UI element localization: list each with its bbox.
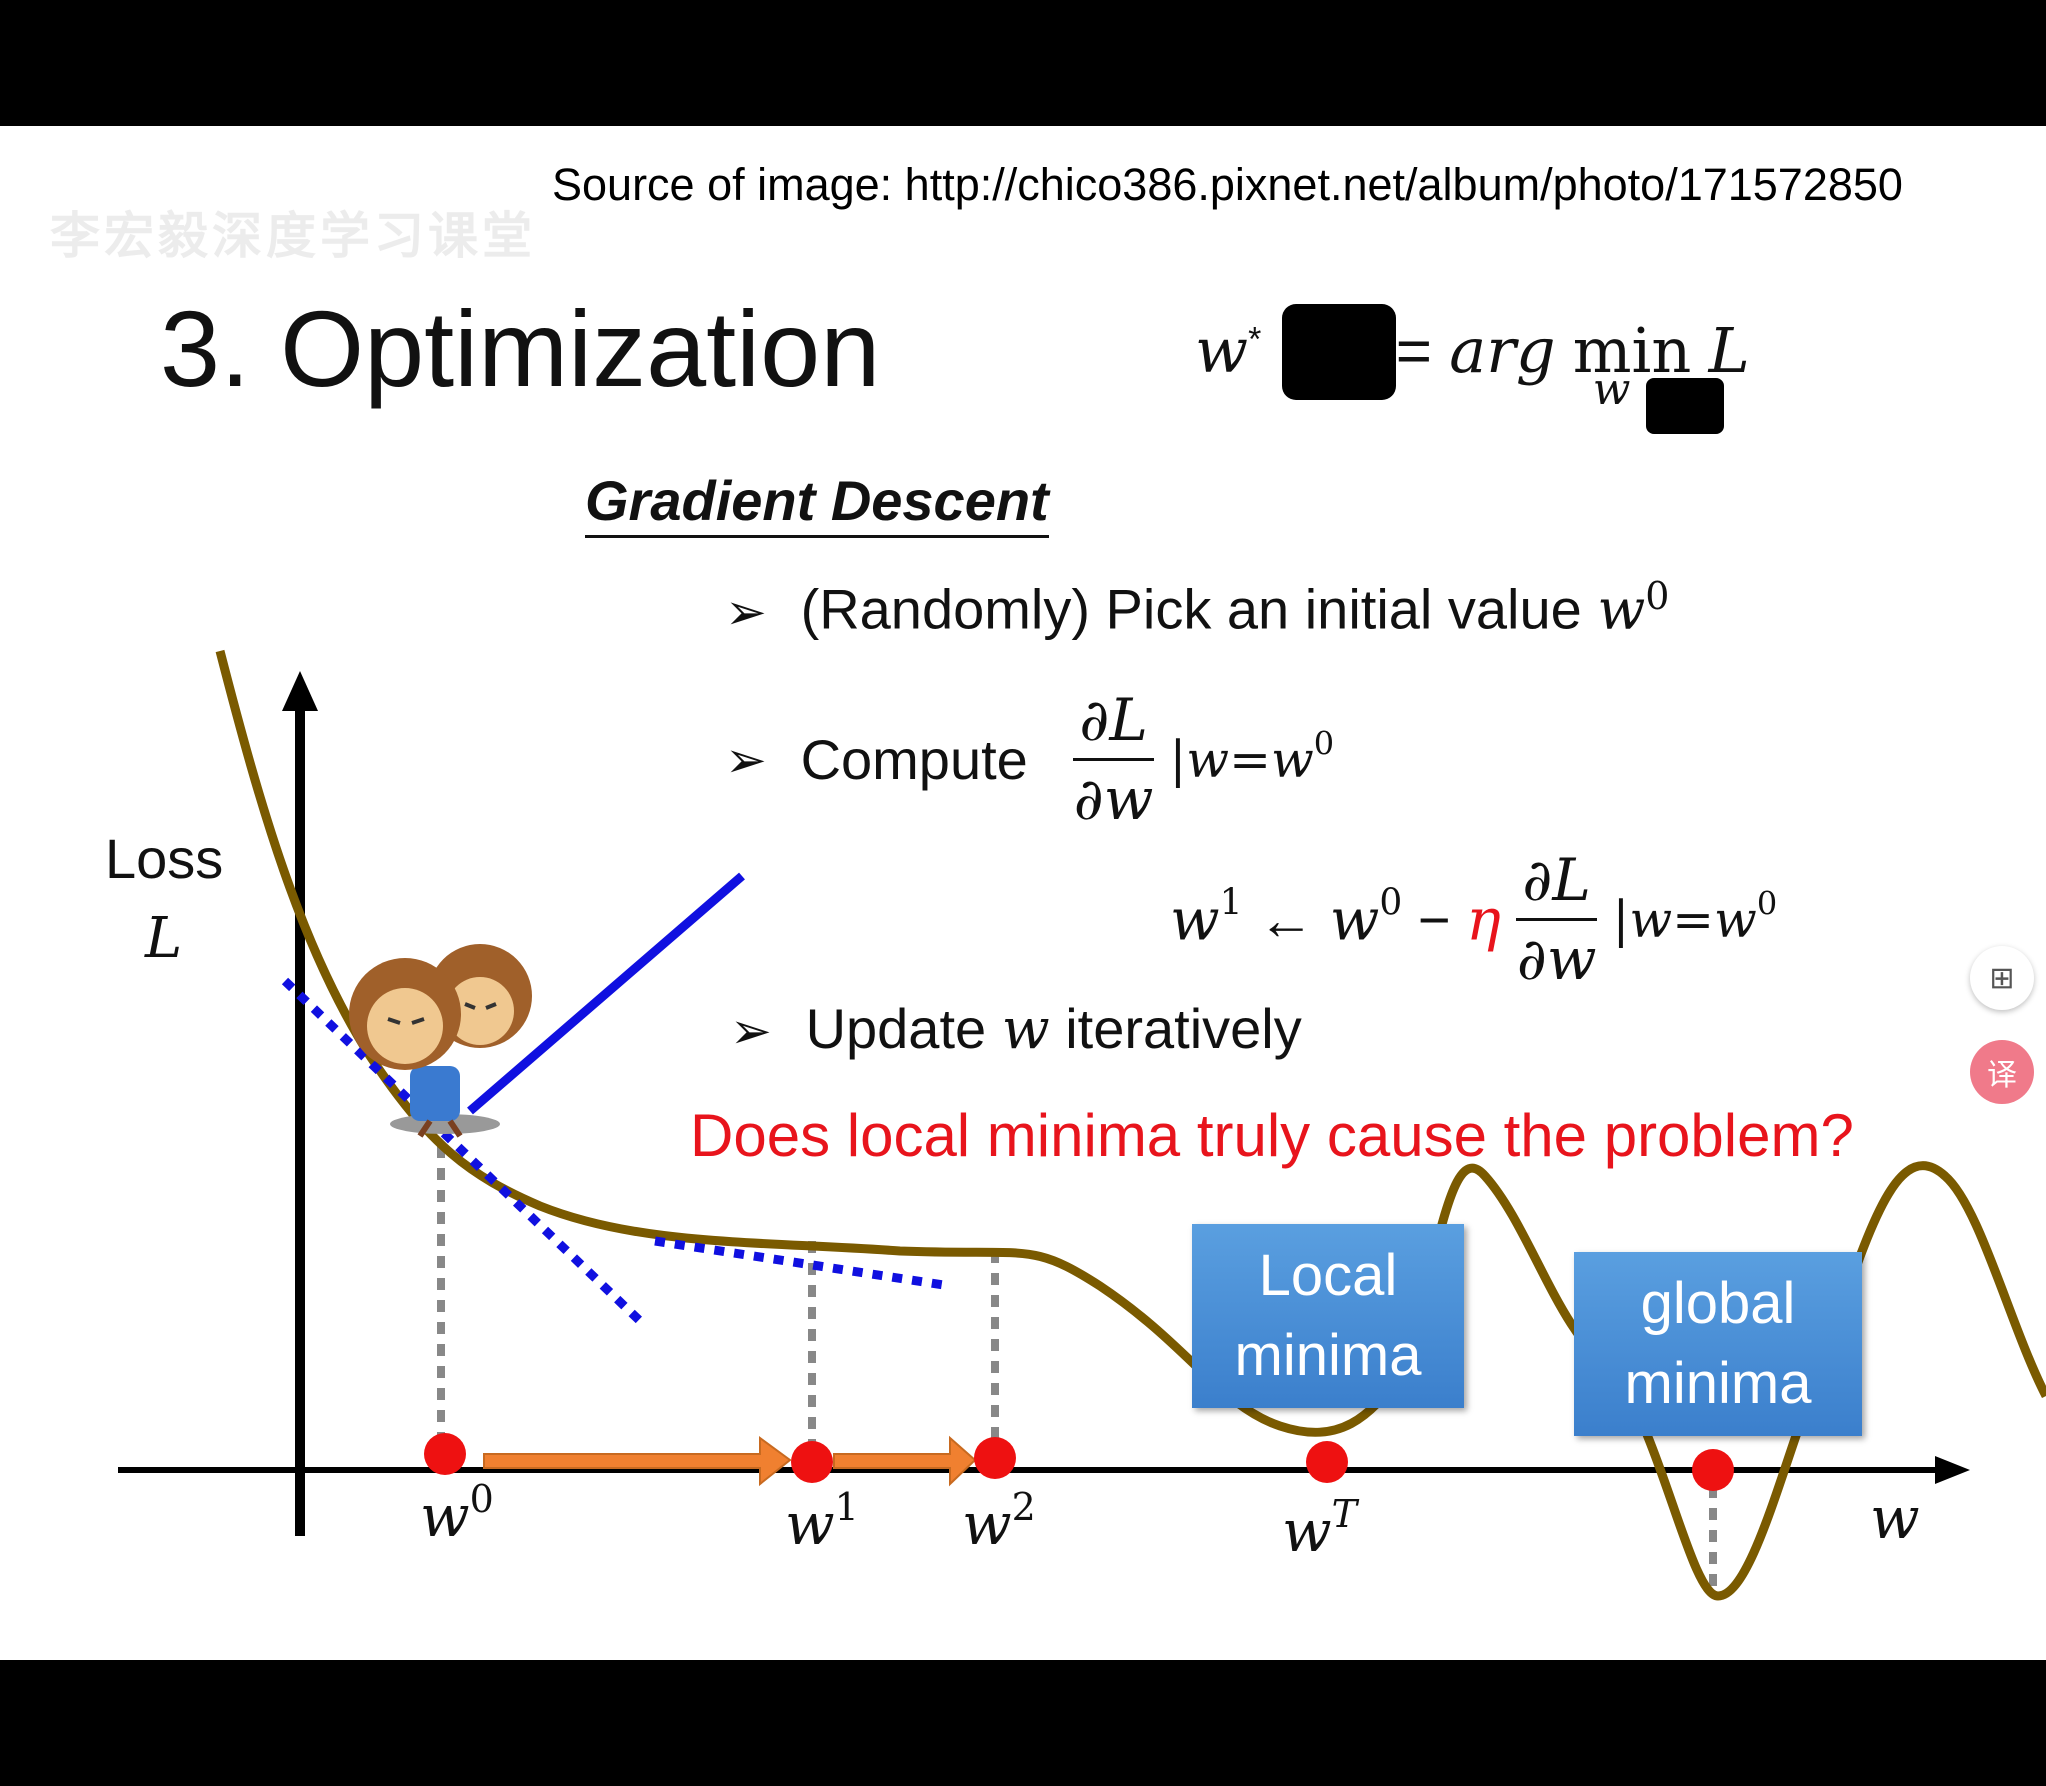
tangent-line-w1 (654, 1236, 951, 1291)
label-w0: w0 (420, 1477, 494, 1550)
step-arrow-w1-w2 (833, 1435, 977, 1487)
gradient-descent-heading: Gradient Descent (585, 468, 1049, 538)
label-w2: w2 (962, 1485, 1036, 1558)
partial-derivative: ∂L ∂w (1073, 686, 1154, 833)
grid-add-icon[interactable]: ⊞ (1970, 946, 2034, 1010)
step-arrow-w0-w1 (483, 1436, 792, 1487)
local-minima-question: Does local minima truly cause the proble… (690, 1102, 1854, 1169)
video-letterbox-bottom (0, 1660, 2046, 1786)
global-minima-box: global minima (1574, 1252, 1862, 1436)
bullet-update-iteratively: ➢ Update w iteratively (730, 997, 1302, 1062)
bullet-arrow-icon: ➢ (730, 1003, 772, 1059)
loss-axis-label: Loss (105, 827, 224, 890)
bullet-arrow-icon: ➢ (725, 731, 767, 788)
update-rule: w1 ← w0 − η ∂L ∂w |w=w0 (1170, 846, 1778, 993)
point-w1 (791, 1441, 833, 1483)
bullet-pick-initial: ➢ (Randomly) Pick an initial value w0 (725, 574, 1670, 643)
label-wT: wT (1282, 1492, 1360, 1565)
local-minima-box: Local minima (1192, 1224, 1464, 1408)
loss-axis-var: L (145, 906, 183, 971)
slide: 李宏毅深度学习课堂 Source of image: http://chico3… (0, 126, 2046, 1660)
image-source: Source of image: http://chico386.pixnet.… (552, 159, 1903, 210)
x-axis-arrow-icon (1935, 1456, 1970, 1484)
point-global (1692, 1449, 1734, 1491)
label-w1: w1 (785, 1485, 859, 1558)
tangent-line-w0 (281, 977, 644, 1325)
redaction-block (1282, 304, 1396, 400)
translate-icon[interactable]: 译 (1970, 1040, 2034, 1104)
monkey-mascot-icon (349, 944, 532, 1138)
watermark: 李宏毅深度学习课堂 (50, 208, 536, 264)
redaction-block (1646, 378, 1724, 434)
bullet-compute: ➢ Compute ∂L ∂w |w=w0 (725, 686, 1335, 833)
video-letterbox-top (0, 0, 2046, 126)
bullet-arrow-icon: ➢ (725, 583, 767, 640)
partial-derivative: ∂L ∂w (1516, 846, 1597, 993)
slide-title: 3. Optimization (160, 288, 881, 409)
x-axis-var: w (1870, 1484, 1920, 1552)
point-w0 (424, 1433, 466, 1475)
point-w2 (974, 1437, 1016, 1479)
argmin-formula: w* = arg min w L (1195, 314, 1750, 415)
point-wT (1306, 1441, 1348, 1483)
y-axis-arrow-icon (282, 671, 318, 711)
gradient-direction-line (467, 872, 745, 1115)
